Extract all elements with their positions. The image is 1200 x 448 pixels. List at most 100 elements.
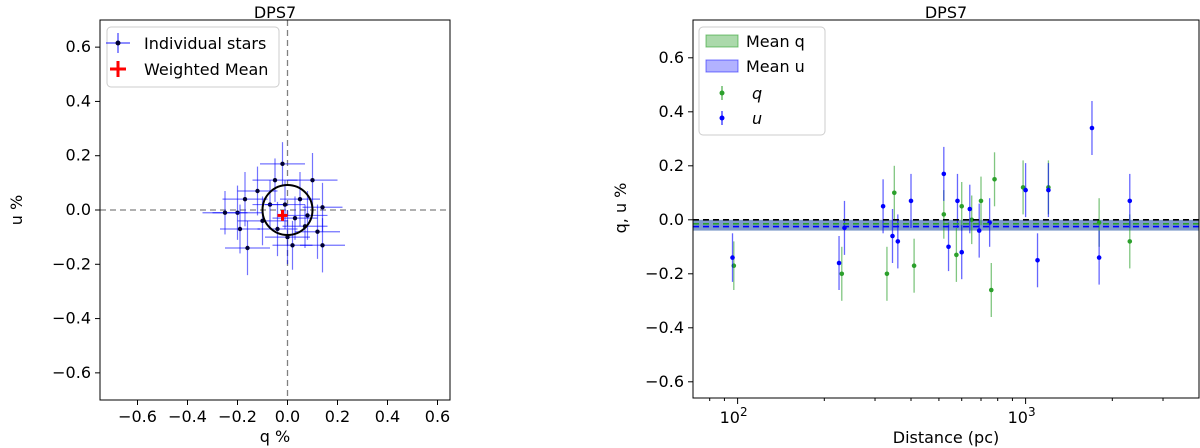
star-point-21 (287, 191, 328, 240)
series-u-marker-18 (1096, 255, 1102, 260)
series-u-marker-19 (1127, 198, 1133, 204)
series-u-point-6 (908, 173, 914, 228)
series-u-marker-14 (1023, 187, 1028, 193)
right-y-tick-label-3: 0.0 (659, 210, 684, 229)
left-plot-content (100, 20, 450, 400)
left-x-tick-label-0: −0.6 (118, 407, 157, 426)
series-u-point-11 (967, 184, 973, 234)
star-marker-13 (297, 196, 303, 202)
star-marker-11 (290, 243, 295, 248)
series-q-marker-11 (992, 177, 997, 182)
distance-panel: DPS7 102 103 −0.6−0.4−0.20.00.20.40.6 Dis… (611, 3, 1200, 447)
legend-q-marker (719, 86, 725, 100)
star-marker-4 (255, 188, 260, 194)
right-x-tick-label-0: 102 (720, 405, 748, 427)
left-x-tick-label-4: 0.2 (325, 407, 350, 426)
qu-scatter-panel: DPS7 −0.6 −0.4 −0.2 0.0 0.2 0.4 0.6 −0.6−0.4−0… (7, 3, 451, 446)
series-q-marker-3 (892, 190, 897, 196)
series-u-marker-3 (880, 204, 886, 209)
series-u-marker-8 (946, 244, 951, 250)
star-marker-15 (310, 177, 315, 183)
legend-individual-stars-label: Individual stars (144, 34, 266, 53)
series-q-marker-8 (969, 217, 975, 223)
series-q-point-1 (839, 246, 845, 301)
right-legend: Mean q Mean u q u (698, 26, 826, 136)
series-u-point-17 (1089, 101, 1095, 155)
right-y-axis-label: q, u % (611, 183, 630, 234)
legend-weighted-mean-marker (110, 61, 126, 77)
series-u-marker-5 (895, 239, 901, 244)
star-point-16 (295, 204, 340, 259)
star-point-18 (300, 218, 345, 273)
series-q-marker-10 (988, 287, 994, 293)
star-point-7 (257, 201, 298, 257)
star-point-3 (222, 172, 268, 227)
series-q-point-4 (911, 238, 917, 293)
series-u-point-0 (730, 233, 735, 282)
right-y-tick-label-4: 0.2 (659, 156, 684, 175)
tick-base: 10 (720, 408, 740, 427)
right-y-tick-label-2: −0.2 (645, 264, 684, 283)
series-u-point-1 (836, 236, 842, 290)
left-x-tick-label-2: −0.2 (218, 407, 257, 426)
left-x-tick-label-1: −0.4 (168, 407, 207, 426)
series-u-point-14 (1023, 163, 1028, 218)
tick-base: 10 (1008, 408, 1028, 427)
series-u-marker-4 (890, 233, 895, 239)
series-u-marker-0 (730, 255, 735, 260)
left-x-tick-label-3: 0.0 (275, 407, 300, 426)
series-q-point-2 (884, 246, 890, 301)
series-q-marker-9 (978, 198, 984, 204)
series-q-marker-7 (959, 204, 965, 209)
tick-exponent: 2 (740, 405, 748, 419)
star-marker-19 (237, 226, 243, 232)
series-u-marker-10 (959, 249, 965, 255)
star-marker-17 (320, 205, 325, 210)
left-y-tick-label-2: −0.2 (52, 254, 91, 273)
left-y-tick-label-6: 0.6 (66, 37, 91, 56)
series-q-marker-5 (941, 212, 947, 217)
legend-mean-q-swatch (705, 34, 739, 48)
left-y-tick-label-0: −0.6 (52, 363, 91, 382)
right-x-tick-label-1: 103 (1008, 405, 1036, 427)
star-point-0 (225, 220, 270, 276)
series-q-marker-4 (911, 263, 917, 269)
series-u-marker-6 (908, 198, 914, 204)
left-y-ticks: −0.6 −0.4 −0.2 0.0 0.2 0.4 0.6 (52, 37, 100, 382)
star-marker-0 (245, 245, 250, 251)
left-x-axis-label: q % (260, 427, 290, 446)
right-axes-frame (692, 19, 1200, 399)
series-q-marker-15 (1127, 239, 1133, 244)
right-y-ticks: −0.6 −0.4 −0.2 0.0 0.2 0.4 0.6 (645, 48, 693, 391)
right-y-tick-label-6: 0.6 (659, 48, 684, 67)
left-legend: Individual stars Weighted Mean (106, 26, 280, 88)
right-x-ticks: 102 103 (709, 398, 1164, 427)
series-u-point-16 (1046, 163, 1051, 218)
series-u-marker-1 (836, 260, 842, 266)
series-u-point-7 (941, 146, 947, 201)
series-q-point-9 (978, 176, 984, 226)
series-u-point-18 (1096, 230, 1102, 285)
right-y-tick-label-1: −0.4 (645, 318, 684, 337)
star-marker-7 (275, 226, 280, 232)
star-marker-12 (292, 215, 298, 221)
tick-exponent: 3 (1028, 405, 1036, 419)
mean-band-0 (693, 219, 1199, 231)
star-point-10 (265, 210, 310, 265)
star-marker-18 (320, 243, 325, 248)
mean-band-1 (693, 219, 1199, 231)
series-u-marker-7 (941, 171, 947, 177)
series-u-marker-9 (955, 198, 960, 204)
series-u-point-12 (976, 203, 982, 258)
star-marker-10 (285, 234, 290, 240)
legend-mean-u-label: Mean u (746, 57, 805, 76)
series-q-point-3 (892, 165, 897, 220)
right-panel-title: DPS7 (925, 3, 967, 22)
left-y-axis-label: u % (7, 195, 26, 225)
left-x-tick-label-6: 0.6 (425, 407, 450, 426)
series-q-marker-1 (839, 271, 845, 277)
left-y-tick-label-4: 0.2 (66, 146, 91, 165)
star-point-19 (220, 204, 260, 254)
star-point-12 (272, 196, 318, 240)
